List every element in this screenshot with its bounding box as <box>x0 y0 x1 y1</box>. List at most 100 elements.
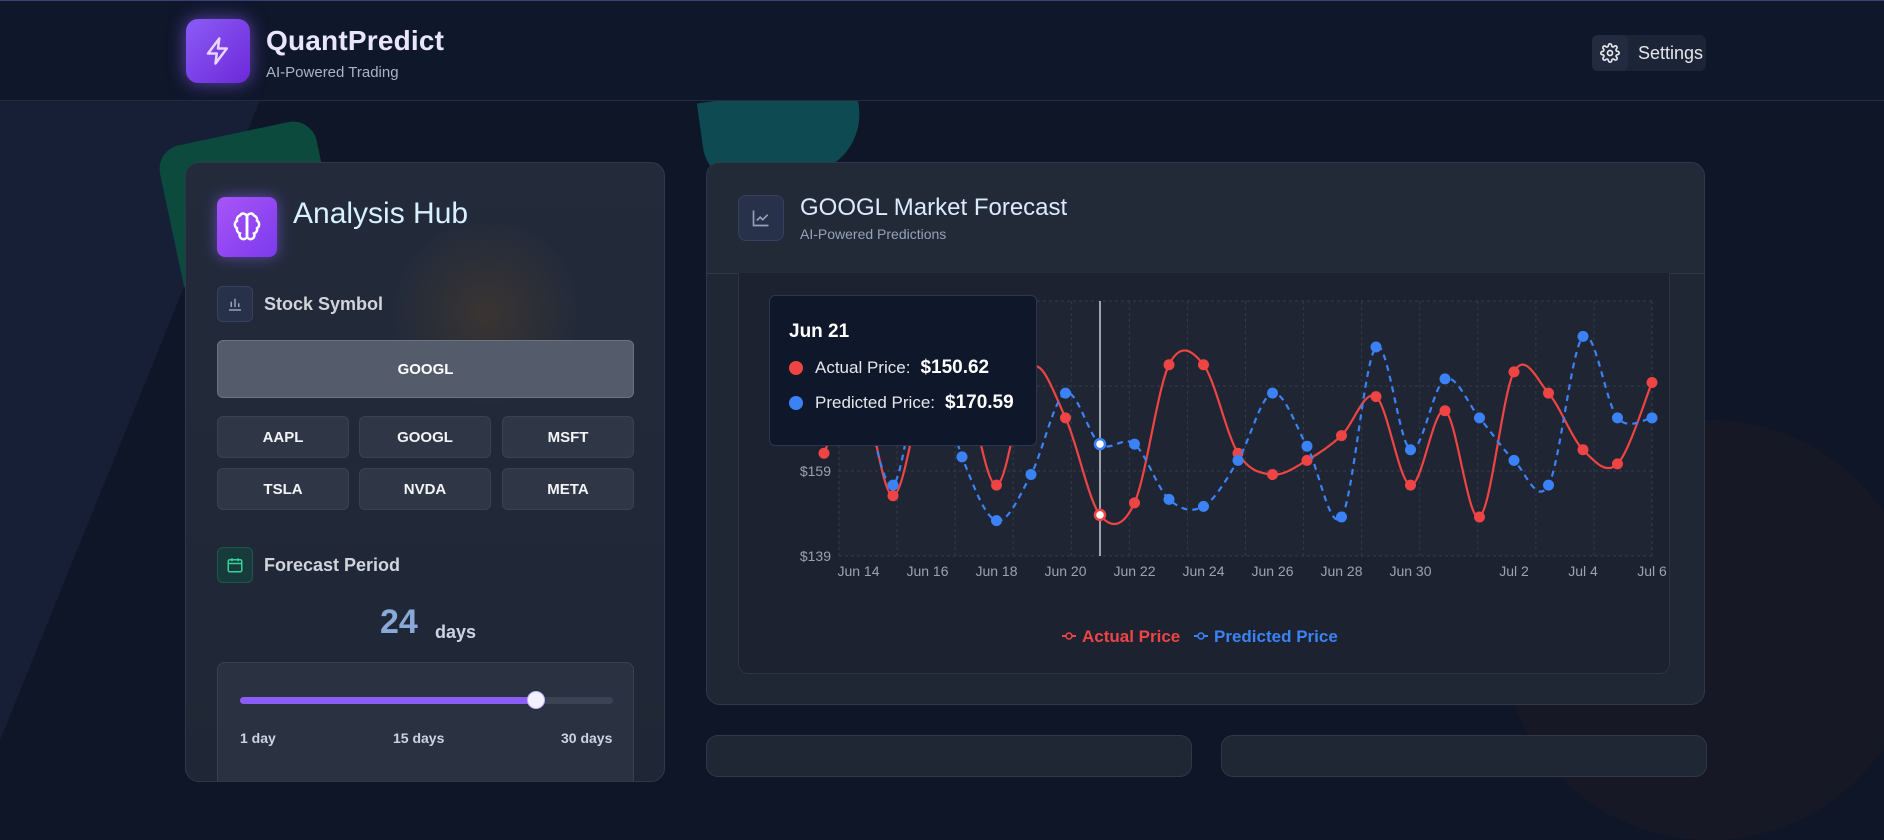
actual-price-point <box>991 479 1002 491</box>
slider-max-label: 30 days <box>561 730 613 746</box>
forecast-panel: GOOGL Market Forecast AI-Powered Predict… <box>706 162 1705 705</box>
predicted-hover-point <box>1093 437 1107 451</box>
tooltip-actual-label: Actual Price: <box>815 358 911 377</box>
lightning-icon[interactable] <box>186 19 250 83</box>
forecast-slider-thumb[interactable] <box>526 691 545 709</box>
predicted-price-point <box>1474 412 1485 424</box>
forecast-header: GOOGL Market Forecast AI-Powered Predict… <box>707 163 1704 274</box>
analysis-hub-title: Analysis Hub <box>293 197 469 230</box>
predicted-price-point <box>1612 412 1623 424</box>
actual-price-point <box>1439 405 1451 417</box>
settings-button[interactable]: Settings <box>1592 35 1706 71</box>
line-chart-icon <box>738 195 784 241</box>
tooltip-predicted-label: Predicted Price: <box>815 393 935 412</box>
predicted-price-point <box>1508 454 1520 466</box>
symbol-button-nvda[interactable]: NVDA <box>359 468 491 510</box>
actual-price-point <box>1577 444 1589 456</box>
brand-subtitle: AI-Powered Trading <box>266 64 399 81</box>
y-tick-label: $139 <box>800 548 831 564</box>
top-header: QuantPredict AI-Powered Trading Settings <box>0 0 1884 101</box>
predicted-price-point <box>1025 469 1037 481</box>
symbol-button-msft[interactable]: MSFT <box>502 416 634 458</box>
forecast-subtitle: AI-Powered Predictions <box>800 226 947 242</box>
x-tick-label: Jun 24 <box>1182 563 1224 579</box>
actual-price-point <box>1163 359 1175 371</box>
forecast-period-label: Forecast Period <box>264 555 401 575</box>
predicted-price-point <box>1267 387 1278 399</box>
calendar-icon <box>217 547 253 583</box>
actual-price-point <box>1543 387 1554 399</box>
actual-price-point <box>1267 469 1278 481</box>
tooltip-actual-value: $150.62 <box>920 357 990 378</box>
slider-min-label: 1 day <box>240 730 276 746</box>
actual-price-point <box>1474 511 1485 523</box>
legend-predicted-label: Predicted Price <box>1214 627 1338 646</box>
chart-tooltip: Jun 21 Actual Price: $150.62 Predicted P… <box>769 295 1037 446</box>
predicted-price-point <box>1163 493 1175 505</box>
predicted-price-point <box>956 451 968 463</box>
predicted-price-point <box>1198 500 1209 512</box>
settings-label: Settings <box>1638 42 1704 63</box>
stock-symbol-label: Stock Symbol <box>264 294 384 314</box>
x-tick-label: Jun 28 <box>1320 563 1362 579</box>
bottom-card-right <box>1221 735 1707 777</box>
predicted-price-point <box>887 479 899 491</box>
predicted-price-point <box>1646 412 1658 424</box>
bottom-card-left <box>706 735 1192 777</box>
predicted-price-point <box>1129 438 1140 450</box>
predicted-price-point <box>1543 479 1554 491</box>
symbol-button-aapl[interactable]: AAPL <box>217 416 349 458</box>
predicted-price-point <box>1370 341 1382 353</box>
actual-price-point <box>818 447 830 459</box>
predicted-price-point <box>1439 373 1451 385</box>
x-tick-label: Jul 4 <box>1568 563 1598 579</box>
predicted-price-point <box>1301 440 1313 452</box>
symbol-button-googl[interactable]: GOOGL <box>359 416 491 458</box>
x-tick-label: Jun 26 <box>1251 563 1293 579</box>
actual-price-point <box>1405 479 1416 491</box>
predicted-price-point <box>1060 387 1071 399</box>
actual-price-point <box>1508 366 1520 378</box>
actual-hover-point <box>1093 508 1107 522</box>
tooltip-predicted-value: $170.59 <box>945 392 1014 413</box>
x-tick-label: Jun 16 <box>906 563 948 579</box>
bar-chart-icon <box>217 286 253 322</box>
selected-symbol-display[interactable]: GOOGL <box>217 340 634 398</box>
predicted-dot-icon <box>789 396 803 410</box>
x-tick-label: Jun 18 <box>975 563 1017 579</box>
tooltip-actual-row: Actual Price: $150.62 <box>789 357 989 379</box>
actual-price-point <box>1129 497 1140 509</box>
brand-title: QuantPredict <box>266 25 445 56</box>
predicted-price-point <box>1232 454 1244 466</box>
actual-price-point <box>1301 454 1313 466</box>
forecast-days-unit: days <box>435 622 477 642</box>
legend-actual-marker <box>1065 632 1073 640</box>
legend-actual-label: Actual Price <box>1082 627 1180 646</box>
actual-price-point <box>1612 458 1623 470</box>
actual-price-point <box>887 490 899 502</box>
tooltip-date: Jun 21 <box>789 321 850 342</box>
x-tick-label: Jun 20 <box>1044 563 1086 579</box>
actual-price-point <box>1198 359 1209 371</box>
gear-icon <box>1592 35 1628 71</box>
brain-icon <box>217 197 277 257</box>
forecast-slider-track[interactable] <box>240 691 613 709</box>
actual-price-point <box>1060 412 1071 424</box>
x-tick-label: Jun 30 <box>1389 563 1431 579</box>
actual-price-point <box>1370 391 1382 403</box>
predicted-price-point <box>1336 511 1347 523</box>
symbol-button-tsla[interactable]: TSLA <box>217 468 349 510</box>
actual-price-point <box>1336 430 1347 442</box>
predicted-price-point <box>991 515 1002 527</box>
forecast-slider-box: 1 day 15 days 30 days <box>217 662 634 781</box>
analysis-hub-panel: Analysis Hub Stock Symbol GOOGL AAPL GOO… <box>185 162 665 782</box>
symbol-button-meta[interactable]: META <box>502 468 634 510</box>
actual-dot-icon <box>789 361 803 375</box>
x-tick-label: Jul 6 <box>1637 563 1667 579</box>
x-tick-label: Jun 14 <box>837 563 879 579</box>
slider-mid-label: 15 days <box>393 730 445 746</box>
x-tick-label: Jul 2 <box>1499 563 1529 579</box>
x-tick-label: Jun 22 <box>1113 563 1155 579</box>
tooltip-predicted-row: Predicted Price: $170.59 <box>789 392 1014 414</box>
forecast-days-value: 24 <box>380 603 418 641</box>
